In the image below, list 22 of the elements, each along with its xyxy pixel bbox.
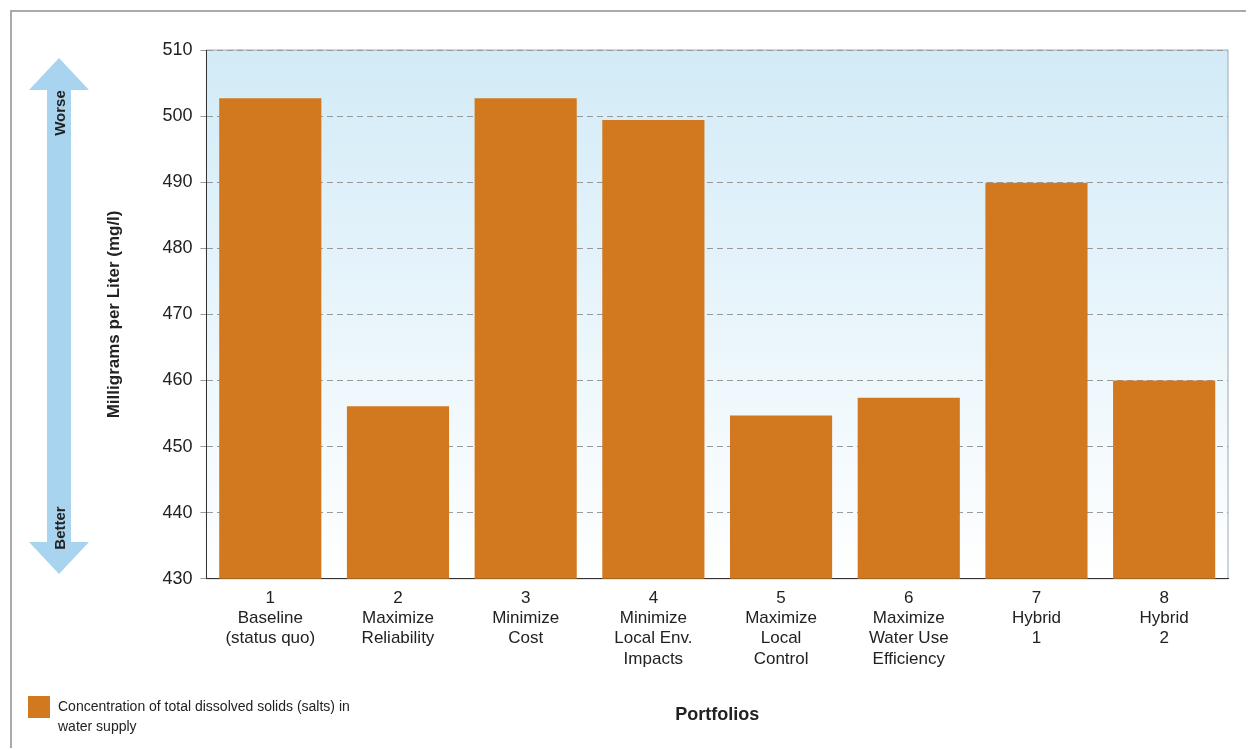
y-tick-label: 470 [162, 303, 193, 324]
x-tick-label: 1 Baseline (status quo) [225, 587, 316, 648]
x-tick-label: 6 Maximize Water Use Efficiency [868, 587, 949, 668]
y-tick-label: 460 [162, 369, 193, 390]
y-tick-label: 510 [162, 38, 193, 59]
y-tick-label: 430 [162, 567, 193, 588]
x-tick-label: 3 Minimize Cost [492, 587, 560, 648]
x-tick-label: 7 Hybrid 1 [1011, 587, 1062, 648]
text: Worse [51, 90, 68, 136]
y-tick-label: 440 [162, 501, 193, 522]
y-tick-label: 480 [162, 237, 193, 258]
x-tick-label: 8 Hybrid 2 [1139, 587, 1189, 648]
y-tick-label: 450 [162, 435, 193, 456]
x-tick-label: 4 Minimize Local Env. Impacts [614, 587, 693, 668]
y-axis-title: Milligrams per Liter (mg/l) [103, 210, 123, 419]
x-tick-label: 5 Maximize Local Control [745, 587, 817, 668]
text: Better [51, 506, 68, 550]
legend-label: Concentration of total dissolved solids (salts) in water supply [58, 697, 351, 736]
y-tick-label: 490 [162, 171, 193, 192]
x-axis-title: Portfolios [675, 704, 760, 725]
x-tick-label: 2 Maximize Reliability [361, 587, 435, 648]
y-tick-label: 500 [162, 105, 193, 126]
